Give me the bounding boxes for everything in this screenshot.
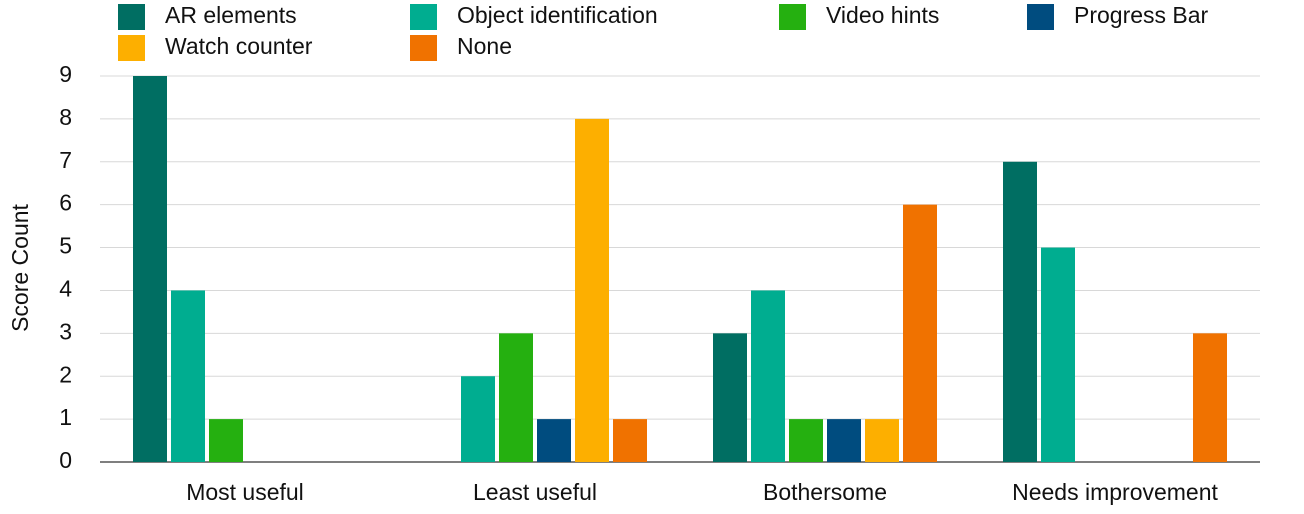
legend-swatch (1027, 4, 1054, 30)
x-tick-label: Most useful (186, 479, 304, 505)
y-tick-label: 5 (59, 233, 72, 259)
bar (537, 419, 571, 462)
y-axis-label: Score Count (7, 203, 33, 331)
y-tick-label: 0 (59, 447, 72, 473)
bar (827, 419, 861, 462)
bar (1003, 161, 1037, 462)
bar (575, 118, 609, 462)
legend-label: None (457, 33, 512, 59)
bar (713, 333, 747, 462)
bar (133, 76, 167, 462)
bar (1041, 247, 1075, 462)
legend-label: AR elements (165, 2, 297, 28)
bar (865, 419, 899, 462)
legend-label: Watch counter (165, 33, 313, 59)
legend-swatch (410, 4, 437, 30)
legend-label: Video hints (826, 2, 939, 28)
y-tick-label: 4 (59, 276, 72, 302)
y-tick-label: 3 (59, 318, 72, 344)
y-tick-label: 7 (59, 147, 72, 173)
y-tick-label: 9 (59, 61, 72, 87)
y-tick-label: 6 (59, 190, 72, 216)
legend-swatch (779, 4, 806, 30)
x-tick-label: Least useful (473, 479, 597, 505)
legend-swatch (118, 35, 145, 61)
bar (903, 204, 937, 462)
legend-label: Object identification (457, 2, 658, 28)
legend-swatch (118, 4, 145, 30)
y-tick-label: 1 (59, 404, 72, 430)
legend-label: Progress Bar (1074, 2, 1209, 28)
x-tick-label: Needs improvement (1012, 479, 1218, 505)
x-tick-label: Bothersome (763, 479, 887, 505)
y-tick-label: 2 (59, 361, 72, 387)
bar (789, 419, 823, 462)
legend-swatch (410, 35, 437, 61)
bar (751, 290, 785, 462)
bar (1193, 333, 1227, 462)
bar (461, 376, 495, 462)
y-tick-label: 8 (59, 104, 72, 130)
bar (209, 419, 243, 462)
bar (171, 290, 205, 462)
bar (499, 333, 533, 462)
bar (613, 419, 647, 462)
